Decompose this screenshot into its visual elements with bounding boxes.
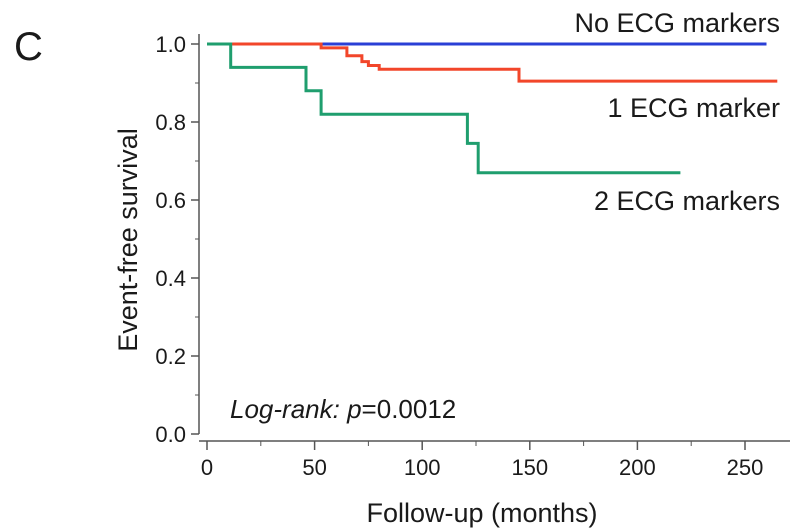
x-tick-label: 0 xyxy=(201,455,213,480)
panel-letter: C xyxy=(14,25,43,69)
log-rank-annotation: Log-rank: p=0.0012 xyxy=(230,394,456,424)
y-tick-label: 0.4 xyxy=(155,266,186,291)
series-label-no-ecg: No ECG markers xyxy=(574,8,780,38)
x-tick-label: 250 xyxy=(727,455,764,480)
series-lines xyxy=(207,42,778,175)
y-tick-label: 1.0 xyxy=(155,32,186,57)
log-rank-prefix: Log-rank: xyxy=(230,394,347,424)
series-label-2-ecg: 2 ECG markers xyxy=(594,186,780,216)
series-line-2 xyxy=(207,42,778,83)
x-tick-label: 150 xyxy=(511,455,548,480)
x-tick-label: 50 xyxy=(302,455,326,480)
x-tick-label: 100 xyxy=(404,455,441,480)
series-label-1-ecg: 1 ECG marker xyxy=(607,93,780,123)
x-axis: 0 50 100 150 200 250 xyxy=(199,440,790,480)
y-tick-label: 0.6 xyxy=(155,188,186,213)
p-value: =0.0012 xyxy=(362,394,457,424)
x-axis-title: Follow-up (months) xyxy=(366,498,597,528)
y-tick-label: 0.2 xyxy=(155,344,186,369)
y-tick-label: 0.8 xyxy=(155,110,186,135)
series-line-3 xyxy=(207,42,681,175)
y-axis-title: Event-free survival xyxy=(113,128,143,352)
y-tick-label: 0.0 xyxy=(155,422,186,447)
p-symbol: p xyxy=(346,394,361,424)
y-axis: 0.0 0.2 0.4 0.6 0.8 1.0 xyxy=(155,32,200,447)
x-tick-label: 200 xyxy=(619,455,656,480)
